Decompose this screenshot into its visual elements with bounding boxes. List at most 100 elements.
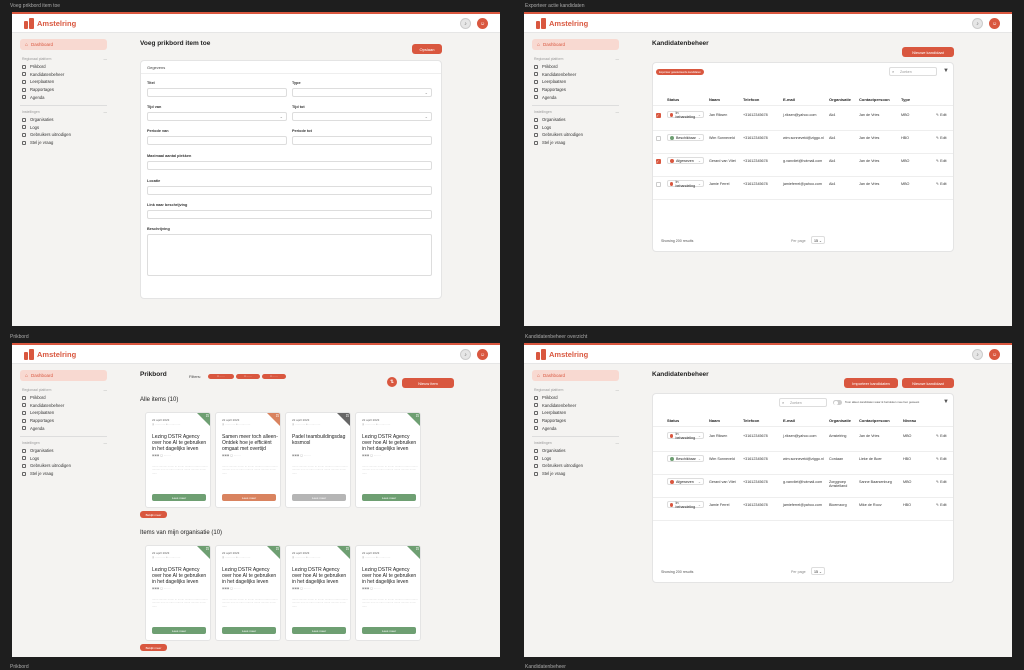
sidebar-item-agenda[interactable]: Agenda xyxy=(20,424,107,432)
periode-van-input[interactable] xyxy=(147,136,287,145)
filter-chip[interactable]: × ······ xyxy=(236,374,260,379)
sidebar-item-stel-je-vraag[interactable]: Stel je vraag xyxy=(532,139,619,147)
status-select[interactable]: Beschikbaar ⌄ xyxy=(667,455,704,462)
filter-chip[interactable]: × ······ xyxy=(262,374,286,379)
sidebar-item-gebruikers-uitnodigen[interactable]: Gebruikers uitnodigen xyxy=(532,131,619,139)
sidebar-item-prikbord[interactable]: Prikbord xyxy=(20,63,107,71)
bookmark-icon[interactable]: ⊡ xyxy=(275,413,279,418)
sidebar-item-kandidatenbeheer[interactable]: Kandidatenbeheer xyxy=(20,71,107,79)
sidebar-item-leerplaatsen[interactable]: Leerplaatsen xyxy=(532,409,619,417)
bulletin-card[interactable]: ⊡ 22 april 2023 ◷ ············ ⌖ ·········… xyxy=(145,412,211,508)
sidebar-item-kandidatenbeheer[interactable]: Kandidatenbeheer xyxy=(532,402,619,410)
app-logo[interactable]: Amstelring xyxy=(24,18,76,29)
bulletin-card[interactable]: ⊡ 22 april 2023 ◷ ············ ⌖ ·········… xyxy=(285,545,351,641)
filter-icon[interactable]: ▼ xyxy=(943,399,949,405)
sidebar-item-prikbord[interactable]: Prikbord xyxy=(20,394,107,402)
bookmark-icon[interactable]: ⊡ xyxy=(345,413,349,418)
status-select[interactable]: In behandeling ⌄ xyxy=(667,111,704,119)
import-button[interactable]: Importeer kandidaten xyxy=(844,378,898,388)
edit-button[interactable]: ✎ Edit xyxy=(936,182,946,186)
card-read-more-button[interactable]: Lees meer xyxy=(152,627,206,634)
search-input[interactable]: Zoeken xyxy=(779,398,827,407)
sidebar-item-dashboard[interactable]: ⌂ Dashboard xyxy=(20,370,107,381)
bulletin-card[interactable]: ⊡ 22 april 2023 ◷ ············ ⌖ ·········… xyxy=(355,545,421,641)
toggle-switch[interactable] xyxy=(833,400,842,405)
column-header[interactable]: E-mail xyxy=(783,418,796,423)
column-header[interactable]: E-mail xyxy=(783,97,796,102)
card-read-more-button[interactable]: Lees meer xyxy=(222,494,276,501)
bookmark-icon[interactable]: ⊡ xyxy=(205,413,209,418)
column-header[interactable]: Status xyxy=(667,97,680,102)
bookmark-icon[interactable]: ⊡ xyxy=(205,546,209,551)
sidebar-item-organisaties[interactable]: Organisaties xyxy=(20,447,107,455)
more-button[interactable]: Bekijk meer xyxy=(140,644,167,651)
edit-button[interactable]: ✎ Edit xyxy=(936,457,946,461)
sidebar-item-gebruikers-uitnodigen[interactable]: Gebruikers uitnodigen xyxy=(532,462,619,470)
column-header[interactable]: Niveau xyxy=(903,418,917,423)
sidebar-item-leerplaatsen[interactable]: Leerplaatsen xyxy=(532,78,619,86)
bookmark-icon[interactable]: ⊡ xyxy=(415,413,419,418)
per-page-select[interactable]: 15 ⌄ xyxy=(811,236,825,244)
column-header[interactable]: Organisatie xyxy=(829,418,852,423)
sidebar-item-rapportages[interactable]: Rapportages xyxy=(20,86,107,94)
card-read-more-button[interactable]: Lees meer xyxy=(152,494,206,501)
edit-button[interactable]: ✎ Edit xyxy=(936,113,946,117)
sidebar-item-dashboard[interactable]: ⌂ Dashboard xyxy=(532,370,619,381)
row-checkbox[interactable]: ✓ xyxy=(656,113,661,118)
sidebar-item-stel-je-vraag[interactable]: Stel je vraag xyxy=(532,470,619,478)
filter-chip[interactable]: × ······ xyxy=(208,374,234,379)
sidebar-item-organisaties[interactable]: Organisaties xyxy=(532,116,619,124)
bell-icon[interactable]: ♪ xyxy=(460,349,471,360)
tijd-van-select[interactable]: ⌄ xyxy=(147,112,287,121)
sidebar-item-stel-je-vraag[interactable]: Stel je vraag xyxy=(20,470,107,478)
row-checkbox[interactable] xyxy=(656,136,661,141)
more-button[interactable]: Bekijk meer xyxy=(140,511,167,518)
titel-input[interactable] xyxy=(147,88,287,97)
periode-tot-input[interactable] xyxy=(292,136,432,145)
new-candidate-button[interactable]: Nieuwe kandidaat xyxy=(902,47,954,57)
user-avatar[interactable]: ☺ xyxy=(989,18,1000,29)
sidebar-item-kandidatenbeheer[interactable]: Kandidatenbeheer xyxy=(20,402,107,410)
user-avatar[interactable]: ☺ xyxy=(477,18,488,29)
column-header[interactable]: Contactpersoon xyxy=(859,418,890,423)
per-page-select[interactable]: 15 ⌄ xyxy=(811,567,825,575)
sidebar-item-rapportages[interactable]: Rapportages xyxy=(532,86,619,94)
sidebar-item-kandidatenbeheer[interactable]: Kandidatenbeheer xyxy=(532,71,619,79)
sidebar-item-dashboard[interactable]: ⌂ Dashboard xyxy=(532,39,619,50)
sidebar-item-prikbord[interactable]: Prikbord xyxy=(532,394,619,402)
column-header[interactable]: Contactpersoon xyxy=(859,97,890,102)
tijd-tot-select[interactable]: ⌄ xyxy=(292,112,432,121)
status-select[interactable]: Beschikbaar ⌄ xyxy=(667,134,704,141)
bulletin-card[interactable]: ⊡ 22 april 2023 ◷ ············ ⌖ ·········… xyxy=(215,545,281,641)
sidebar-item-agenda[interactable]: Agenda xyxy=(20,93,107,101)
edit-button[interactable]: ✎ Edit xyxy=(936,434,946,438)
user-avatar[interactable]: ☺ xyxy=(989,349,1000,360)
sidebar-item-stel-je-vraag[interactable]: Stel je vraag xyxy=(20,139,107,147)
bookmark-icon[interactable]: ⊡ xyxy=(345,546,349,551)
sort-icon[interactable]: ⇅ xyxy=(387,377,397,387)
bookmark-icon[interactable]: ⊡ xyxy=(415,546,419,551)
sidebar-item-logs[interactable]: Logs xyxy=(20,455,107,463)
link-input[interactable] xyxy=(147,210,432,219)
max-plekken-input[interactable] xyxy=(147,161,432,170)
locatie-input[interactable] xyxy=(147,186,432,195)
card-read-more-button[interactable]: Lees meer xyxy=(362,494,416,501)
bulletin-card[interactable]: ⊡ 22 april 2023 ◷ ············ ⌖ ·········… xyxy=(145,545,211,641)
type-select[interactable]: ⌄ xyxy=(292,88,432,97)
edit-button[interactable]: ✎ Edit xyxy=(936,159,946,163)
sidebar-item-dashboard[interactable]: ⌂ Dashboard xyxy=(20,39,107,50)
card-read-more-button[interactable]: Lees meer xyxy=(292,627,346,634)
sidebar-item-leerplaatsen[interactable]: Leerplaatsen xyxy=(20,78,107,86)
save-button[interactable]: Opslaan xyxy=(412,44,442,54)
bookmark-icon[interactable]: ⊡ xyxy=(275,546,279,551)
bell-icon[interactable]: ♪ xyxy=(972,18,983,29)
app-logo[interactable]: Amstelring xyxy=(24,349,76,360)
column-header[interactable]: Type xyxy=(901,97,911,102)
filter-icon[interactable]: ▼ xyxy=(943,68,949,74)
bulletin-card[interactable]: ⊡ 22 april 2023 ◷ ············ ⌖ ·········… xyxy=(355,412,421,508)
column-header[interactable]: Naam xyxy=(709,97,720,102)
status-select[interactable]: Afgewezen ⌄ xyxy=(667,157,704,164)
sidebar-item-organisaties[interactable]: Organisaties xyxy=(20,116,107,124)
edit-button[interactable]: ✎ Edit xyxy=(936,480,946,484)
status-select[interactable]: In behandeling ⌄ xyxy=(667,432,704,440)
